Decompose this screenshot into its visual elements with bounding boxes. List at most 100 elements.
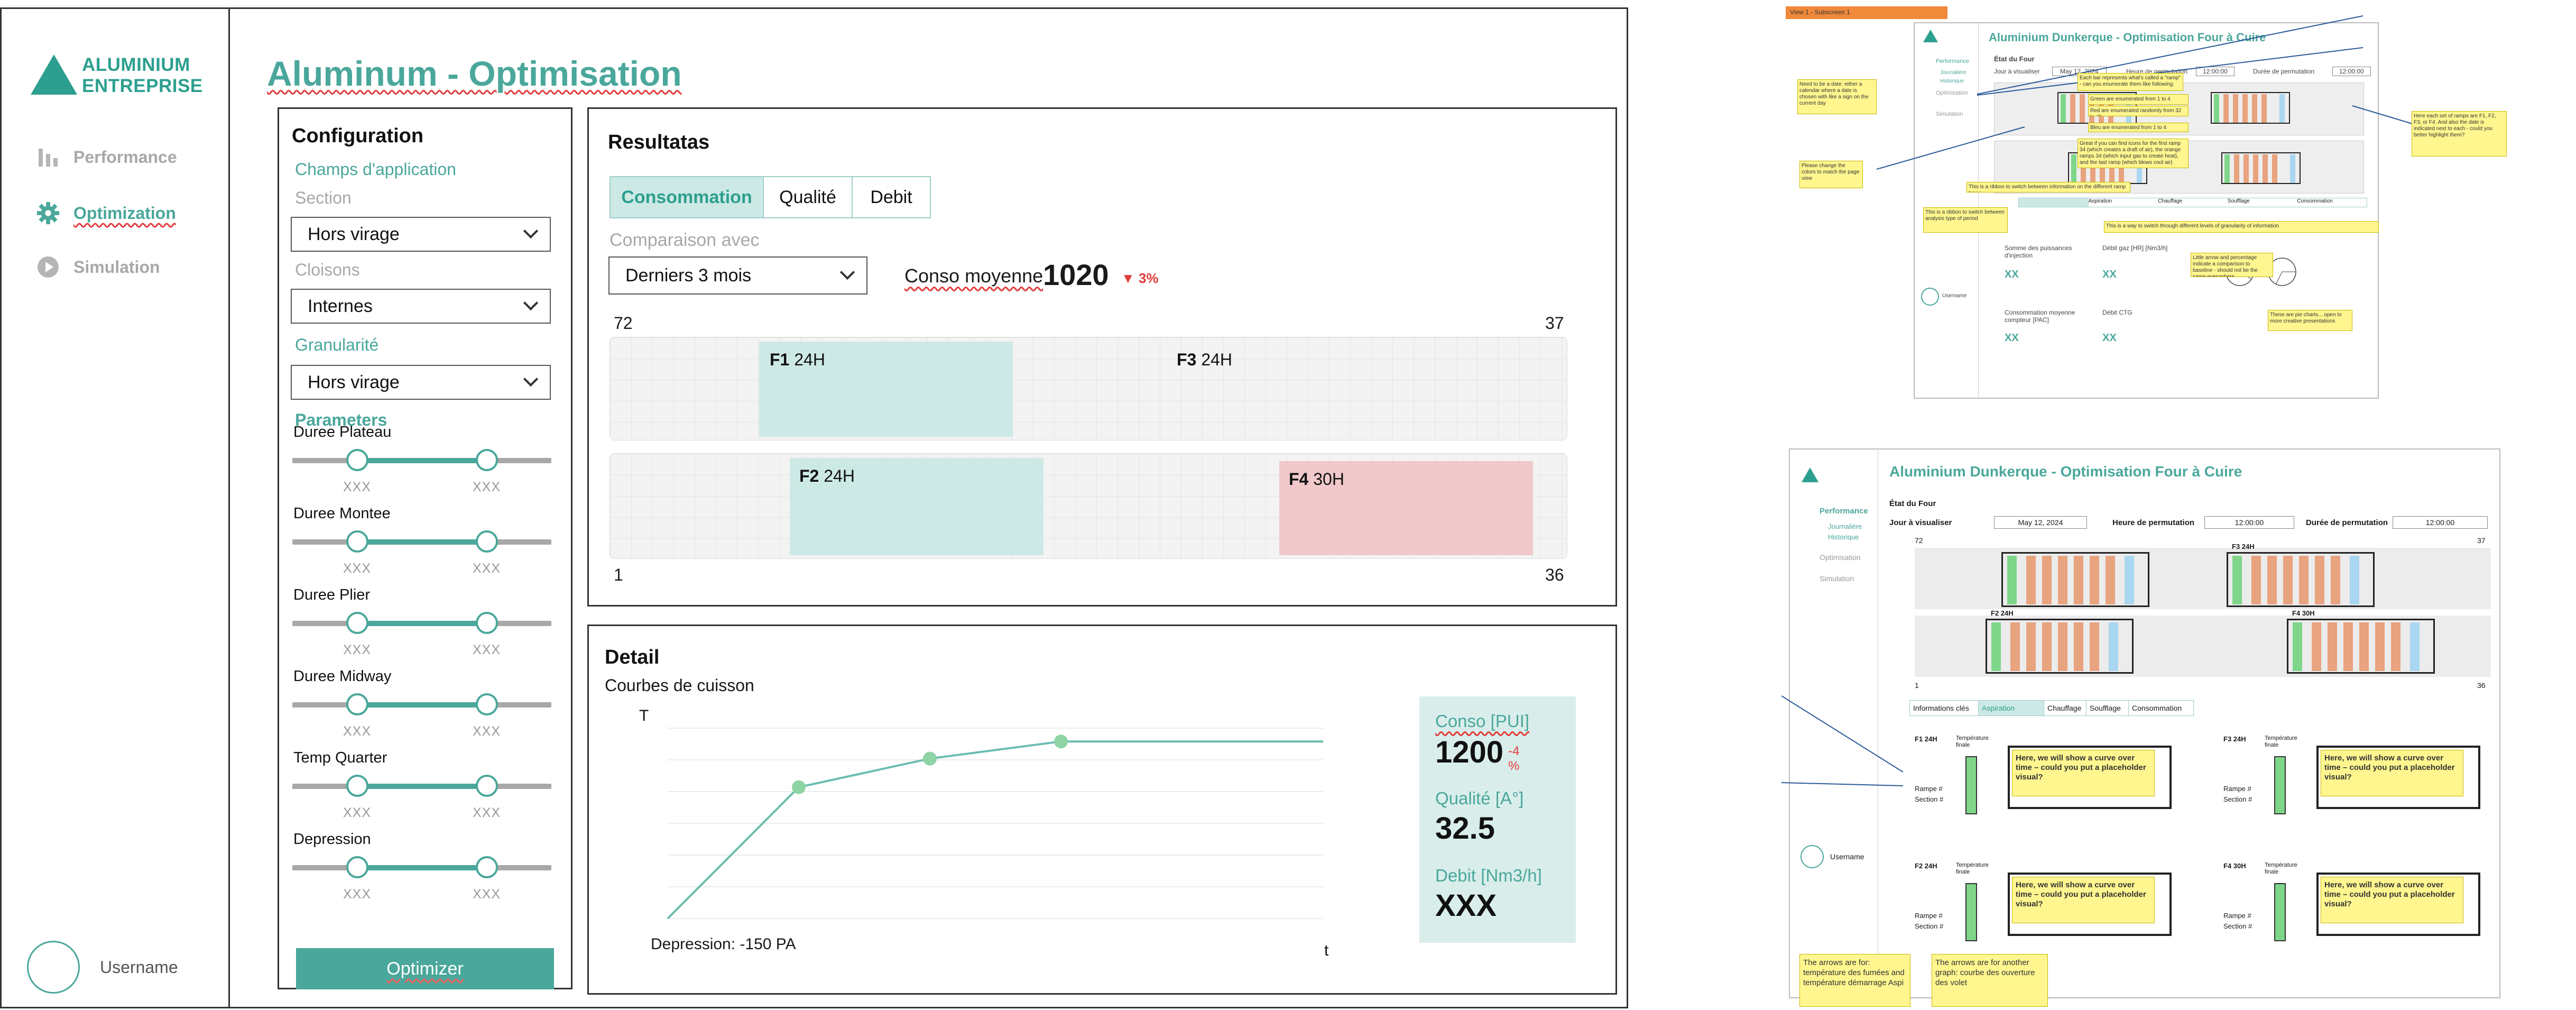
slider-handle-low[interactable] <box>346 449 368 471</box>
tab-qualite[interactable]: Qualité <box>764 177 853 217</box>
param-range-slider[interactable]: XXX XXX <box>292 449 551 494</box>
granularite-select[interactable]: Hors virage <box>291 365 551 400</box>
ramp-orange <box>2283 556 2293 604</box>
comparaison-select[interactable]: Derniers 3 mois <box>608 256 867 295</box>
ramp-group[interactable] <box>2211 92 2290 124</box>
mockup-bottom-nav-historique[interactable]: Historique <box>1828 533 1859 541</box>
quadrant-f-label: F3 24H <box>2223 735 2246 743</box>
curve-placeholder-frame <box>2008 873 2172 936</box>
bar-f2[interactable] <box>790 458 1044 555</box>
ramp-group[interactable] <box>2001 552 2149 607</box>
conso-moyenne: Conso moyenne <box>904 265 1043 287</box>
configuration-title: Configuration <box>292 125 424 147</box>
mockup-bottom-tab-consommation[interactable]: Consommation <box>2132 704 2182 712</box>
mockup-bottom-nav-optimisation[interactable]: Optimisation <box>1820 553 1861 562</box>
sticky-note: Need to be a date: either a calendar whe… <box>1797 79 1877 114</box>
ramp-orange <box>2090 154 2095 183</box>
cloisons-select[interactable]: Internes <box>291 289 551 324</box>
mockup-top-duree-input[interactable]: 12:00:00 <box>2332 67 2371 76</box>
mockup-top-heure-input[interactable]: 12:00:00 <box>2196 67 2235 76</box>
nav-item-performance[interactable]: Performance <box>36 141 177 173</box>
avatar[interactable] <box>1801 845 1824 868</box>
slider-handle-high[interactable] <box>475 775 498 797</box>
slider-handle-low[interactable] <box>346 530 368 553</box>
mockup-bottom-username: Username <box>1830 852 1864 861</box>
mockup-bottom-tab-chauffage[interactable]: Chauffage <box>2044 701 2086 715</box>
mockup-bottom-axis-36: 36 <box>2477 681 2486 690</box>
ramp-green <box>1991 622 2001 671</box>
ramp-group[interactable] <box>2287 619 2435 674</box>
param-range-slider[interactable]: XXX XXX <box>292 775 551 820</box>
optimizer-button[interactable]: Optimizer <box>296 948 554 989</box>
mockup-top-nav-optimisation[interactable]: Optimisation <box>1936 90 1969 96</box>
mockup-top-nav-historique[interactable]: Historique <box>1940 78 1964 84</box>
slider-handle-low[interactable] <box>346 775 368 797</box>
ramp-group[interactable] <box>1986 619 2134 674</box>
param-range-slider[interactable]: XXX XXX <box>292 856 551 902</box>
slider-handle-high[interactable] <box>475 612 498 634</box>
slider-handle-low[interactable] <box>346 612 368 634</box>
kpi-conso-delta: -4 % <box>1508 744 1520 773</box>
mockup-bottom-heure-input[interactable]: 12:00:00 <box>2204 516 2294 529</box>
bar-f1[interactable] <box>759 342 1013 437</box>
slider-high-label: XXX <box>472 561 501 576</box>
ramp-orange <box>2375 622 2385 671</box>
mockup-top-nav-simulation[interactable]: Simulation <box>1936 111 1963 117</box>
mockup-top-tab-chauffage[interactable]: Chauffage <box>2158 198 2183 204</box>
tab-consommation-label: Consommation <box>621 187 752 207</box>
mockup-top-tab-soufflage[interactable]: Soufflage <box>2227 198 2250 204</box>
temperature-gauge <box>1965 883 1977 941</box>
slider-handle-high[interactable] <box>475 449 498 471</box>
ramp-group[interactable] <box>2221 152 2301 184</box>
section-select[interactable]: Hors virage <box>291 217 551 252</box>
nav-item-optimization[interactable]: Optimization <box>36 197 176 229</box>
tab-debit[interactable]: Debit <box>853 177 930 217</box>
user-area[interactable]: Username <box>27 941 178 994</box>
avatar[interactable] <box>1921 288 1939 306</box>
mockup-bottom-nav-journaliere[interactable]: Journalière <box>1828 522 1862 530</box>
mockup-bottom-tab-aspiration[interactable]: Aspiration <box>1979 701 2044 715</box>
param-range-slider[interactable]: XXX XXX <box>292 612 551 657</box>
mockup-bottom-nav-performance[interactable]: Performance <box>1820 507 1868 516</box>
mockup-top-state: État du Four <box>1994 55 2035 63</box>
slider-handle-high[interactable] <box>475 530 498 553</box>
ramp-orange <box>2251 556 2261 604</box>
mockup-top-duree-label: Durée de permutation <box>2253 68 2315 75</box>
mockup-top-nav-performance[interactable]: Performance <box>1936 58 1969 65</box>
avatar[interactable] <box>27 941 80 994</box>
ramp-orange <box>2343 622 2353 671</box>
param-range-slider[interactable]: XXX XXX <box>292 693 551 739</box>
mockup-bottom-duree-input[interactable]: 12:00:00 <box>2393 516 2488 529</box>
ramp-orange <box>2252 94 2257 123</box>
bar-f4[interactable] <box>1279 461 1533 555</box>
quadrant-temp-label: Température finale <box>2265 735 2297 748</box>
mockup-bottom-tab-soufflage[interactable]: Soufflage <box>2086 701 2129 715</box>
mockup-top-tab-aspiration[interactable]: Aspiration <box>2088 198 2112 204</box>
conso-moyenne-value: 1020 <box>1043 258 1109 291</box>
mockup-top-username: Username <box>1942 293 1967 299</box>
mockup-top-tab-consommation[interactable]: Consommation <box>2297 198 2333 204</box>
ramp-group[interactable] <box>2227 552 2375 607</box>
mockup-bottom-tab-infos[interactable]: Informations clés <box>1910 701 1979 715</box>
sticky-note-placeholder: Here, we will show a curve over time – c… <box>2321 877 2463 923</box>
slider-handle-low[interactable] <box>346 856 368 878</box>
mockup-bottom-jour-input[interactable]: May 12, 2024 <box>1994 516 2087 529</box>
comparaison-label: Comparaison avec <box>610 230 760 250</box>
slider-handle-high[interactable] <box>475 856 498 878</box>
slider-low-label: XXX <box>343 724 372 739</box>
conso-delta-value: 3% <box>1138 270 1159 286</box>
tab-consommation[interactable]: Consommation <box>611 177 764 217</box>
nav-item-simulation[interactable]: Simulation <box>36 251 160 283</box>
mockup-bottom-nav-simulation[interactable]: Simulation <box>1820 574 1854 583</box>
ramp-orange <box>2331 556 2340 604</box>
param-range-slider[interactable]: XXX XXX <box>292 530 551 576</box>
sticky-note: This is a ribbon to switch between infor… <box>1966 182 2130 192</box>
mockup-top-nav-journaliere[interactable]: Journalière <box>1940 70 1966 76</box>
mockup-top-card-4-label: Débit CTG <box>2102 309 2132 316</box>
ramp-blue <box>2279 94 2285 123</box>
slider-handle-low[interactable] <box>346 693 368 715</box>
slider-handle-high[interactable] <box>475 693 498 715</box>
curve-point <box>1054 734 1068 749</box>
ramp-orange <box>2058 556 2067 604</box>
mockup-top-tab-blank[interactable] <box>2019 198 2089 207</box>
